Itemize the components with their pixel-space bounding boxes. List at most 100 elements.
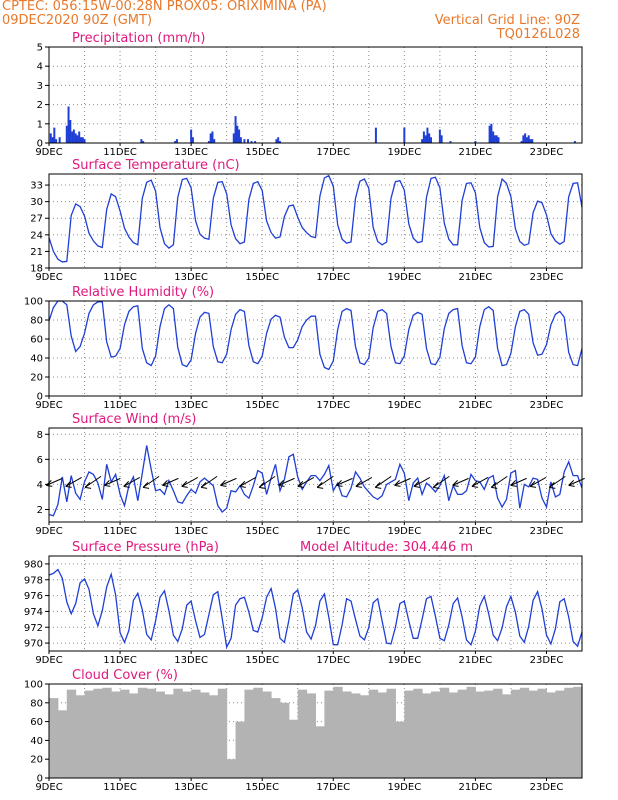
wind-vector: [394, 477, 411, 487]
precip-bar: [71, 131, 74, 143]
wind-vector: [200, 475, 218, 489]
panel-3: Surface Wind (m/s) 2 4 6 8 9DEC 11DEC 13DEC 15DE…: [35, 412, 585, 537]
x-tick-label: 21DEC: [459, 526, 493, 537]
x-tick-label: 15DEC: [245, 400, 279, 411]
series-line: [48, 568, 583, 650]
wind-vector-shaft: [84, 475, 102, 488]
wind-vector-head: [336, 480, 343, 487]
panel-4: Surface Pressure (hPa) Model Altitude: 30…: [24, 540, 583, 666]
y-tick-label: 980: [24, 559, 43, 570]
panel-frame: [48, 555, 583, 652]
y-tick-label: 972: [24, 623, 43, 634]
cloud-bar: [413, 688, 423, 778]
panel-title: Surface Temperature (nC): [72, 158, 240, 173]
wind-vector-head: [181, 481, 188, 488]
wind-vector: [258, 475, 276, 489]
wind-vector-head: [84, 482, 92, 489]
precip-bar: [74, 133, 77, 143]
cloud-bar: [120, 689, 130, 778]
precip-bar: [525, 137, 528, 143]
cloud-bar: [457, 689, 468, 778]
cloud-bar: [217, 688, 228, 778]
precip-bar: [490, 123, 493, 143]
x-tick-label: 17DEC: [316, 782, 350, 793]
precip-bar: [440, 135, 443, 143]
cloud-bar: [57, 710, 68, 778]
precip-bar: [488, 125, 491, 143]
x-tick-label: 17DEC: [316, 400, 350, 411]
cloud-bar: [75, 695, 86, 778]
precip-bar: [239, 137, 242, 143]
y-tick-label: 0: [37, 139, 43, 150]
y-tick-label: 20: [30, 373, 43, 384]
x-tick-label: 19DEC: [387, 782, 421, 793]
precip-bar: [277, 137, 280, 143]
precip-bar: [51, 137, 54, 143]
precip-bar: [422, 131, 425, 143]
x-tick-label: 17DEC: [316, 272, 350, 283]
precip-bar: [79, 137, 82, 143]
precip-bar: [520, 141, 523, 143]
wind-vector-head: [432, 482, 440, 489]
precip-bar: [53, 127, 56, 143]
y-tick-label: 2: [37, 505, 43, 516]
wind-vector-shaft: [297, 476, 315, 487]
cloud-bar: [564, 687, 574, 778]
cloud-bar: [191, 689, 201, 778]
wind-vector: [123, 476, 140, 488]
wind-vector-head: [452, 480, 459, 487]
precip-bar: [207, 141, 210, 143]
y-tick-label: 80: [30, 316, 43, 327]
cloud-bar: [546, 692, 556, 778]
cloud-bar: [333, 686, 343, 778]
wind-vector-head: [529, 481, 537, 488]
wind-vector-shaft: [529, 476, 547, 487]
wind-vector-head: [413, 481, 420, 488]
wind-vector: [181, 476, 198, 488]
x-tick-label: 17DEC: [316, 655, 350, 666]
wind-vector-shaft: [239, 476, 257, 487]
precip-bar: [175, 139, 178, 143]
precip-bar: [449, 141, 452, 143]
cloud-bar: [555, 690, 565, 778]
y-tick-label: 80: [30, 698, 43, 709]
wind-vector-head: [65, 481, 72, 488]
y-tick-label: 18: [30, 264, 43, 275]
cloud-bar: [155, 691, 165, 778]
x-tick-label: 11DEC: [103, 400, 137, 411]
x-tick-label: 11DEC: [103, 782, 137, 793]
wind-vector-head: [278, 480, 285, 487]
cloud-bar: [439, 687, 450, 778]
precip-bar: [374, 127, 377, 143]
x-tick-label: 15DEC: [245, 272, 279, 283]
cloud-bar: [430, 691, 441, 778]
wind-vector-shaft: [142, 475, 160, 488]
cloud-bar: [279, 702, 290, 778]
x-tick-label: 21DEC: [459, 272, 493, 283]
precip-bar: [83, 139, 86, 143]
y-tick-label: 27: [30, 214, 43, 225]
cloud-bar: [377, 692, 388, 778]
precip-bar: [67, 106, 70, 143]
wind-vector-shaft: [394, 477, 411, 486]
y-tick-label: 0: [37, 774, 43, 785]
wind-vector-shaft: [104, 477, 121, 486]
wind-vector: [220, 477, 237, 487]
wind-vector-shaft: [316, 475, 334, 488]
panel-5: Cloud Cover (%) 0 20 40 60 80 100 9DEC 11DEC 13DE…: [24, 668, 583, 793]
wind-vector-head: [104, 480, 111, 487]
wind-vector-shaft: [549, 475, 566, 488]
precip-bar: [531, 139, 534, 143]
wind-vector-head: [123, 481, 130, 488]
precip-bar: [232, 133, 235, 143]
x-tick-label: 19DEC: [387, 400, 421, 411]
cloud-bar: [146, 688, 157, 778]
precip-bar: [55, 139, 58, 143]
x-tick-label: 21DEC: [459, 655, 493, 666]
wind-vector-head: [568, 480, 575, 487]
cloud-bar: [448, 692, 459, 778]
panel-1: Surface Temperature (nC) 18 21 24 27 30 33 9DEC…: [30, 158, 583, 283]
cloud-bar: [537, 688, 547, 778]
x-tick-label: 11DEC: [103, 147, 137, 158]
